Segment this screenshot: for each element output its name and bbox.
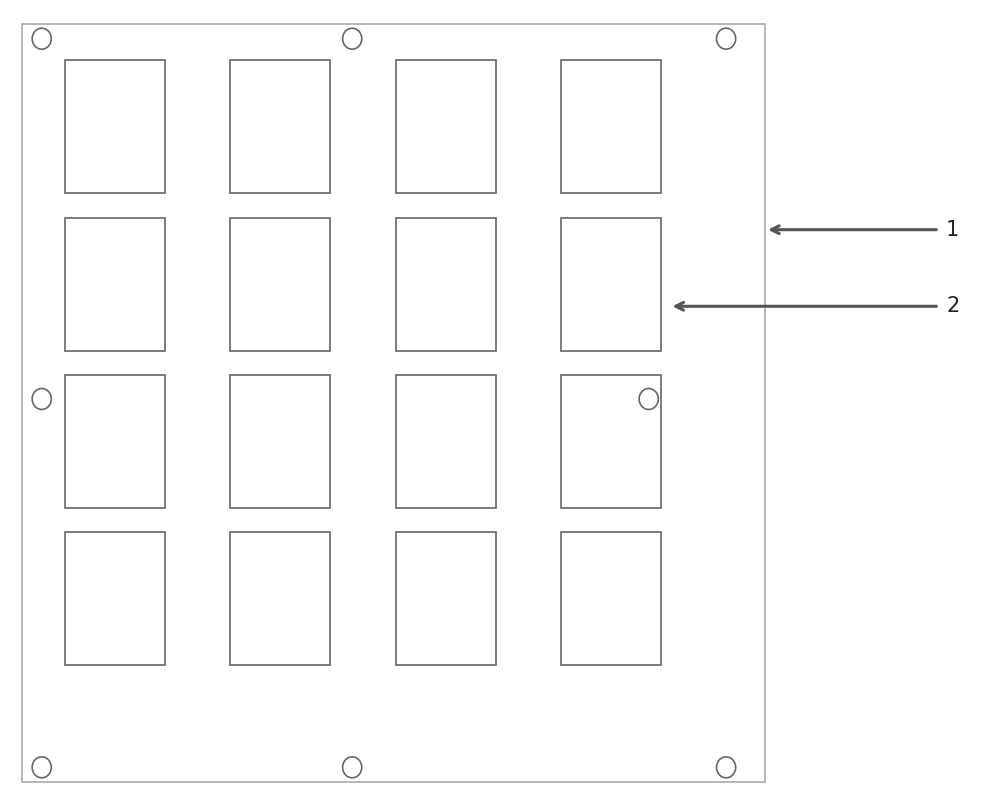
Ellipse shape	[717, 757, 736, 778]
Ellipse shape	[343, 757, 362, 778]
Bar	[561, 218, 661, 351]
Bar	[396, 60, 496, 193]
Ellipse shape	[343, 28, 362, 49]
Bar	[396, 532, 496, 665]
Bar	[561, 375, 661, 508]
Bar	[65, 218, 165, 351]
Ellipse shape	[639, 388, 658, 409]
Bar	[230, 532, 330, 665]
Bar	[396, 218, 496, 351]
Bar	[561, 60, 661, 193]
Text: 2: 2	[946, 297, 959, 316]
Bar	[230, 375, 330, 508]
Ellipse shape	[32, 757, 51, 778]
Ellipse shape	[32, 28, 51, 49]
Bar	[561, 532, 661, 665]
Bar	[65, 60, 165, 193]
Bar	[22, 24, 765, 782]
Text: 1: 1	[946, 220, 959, 239]
Bar	[65, 375, 165, 508]
Bar	[396, 375, 496, 508]
Bar	[65, 532, 165, 665]
Ellipse shape	[32, 388, 51, 409]
Ellipse shape	[717, 28, 736, 49]
Bar	[230, 218, 330, 351]
Bar	[230, 60, 330, 193]
